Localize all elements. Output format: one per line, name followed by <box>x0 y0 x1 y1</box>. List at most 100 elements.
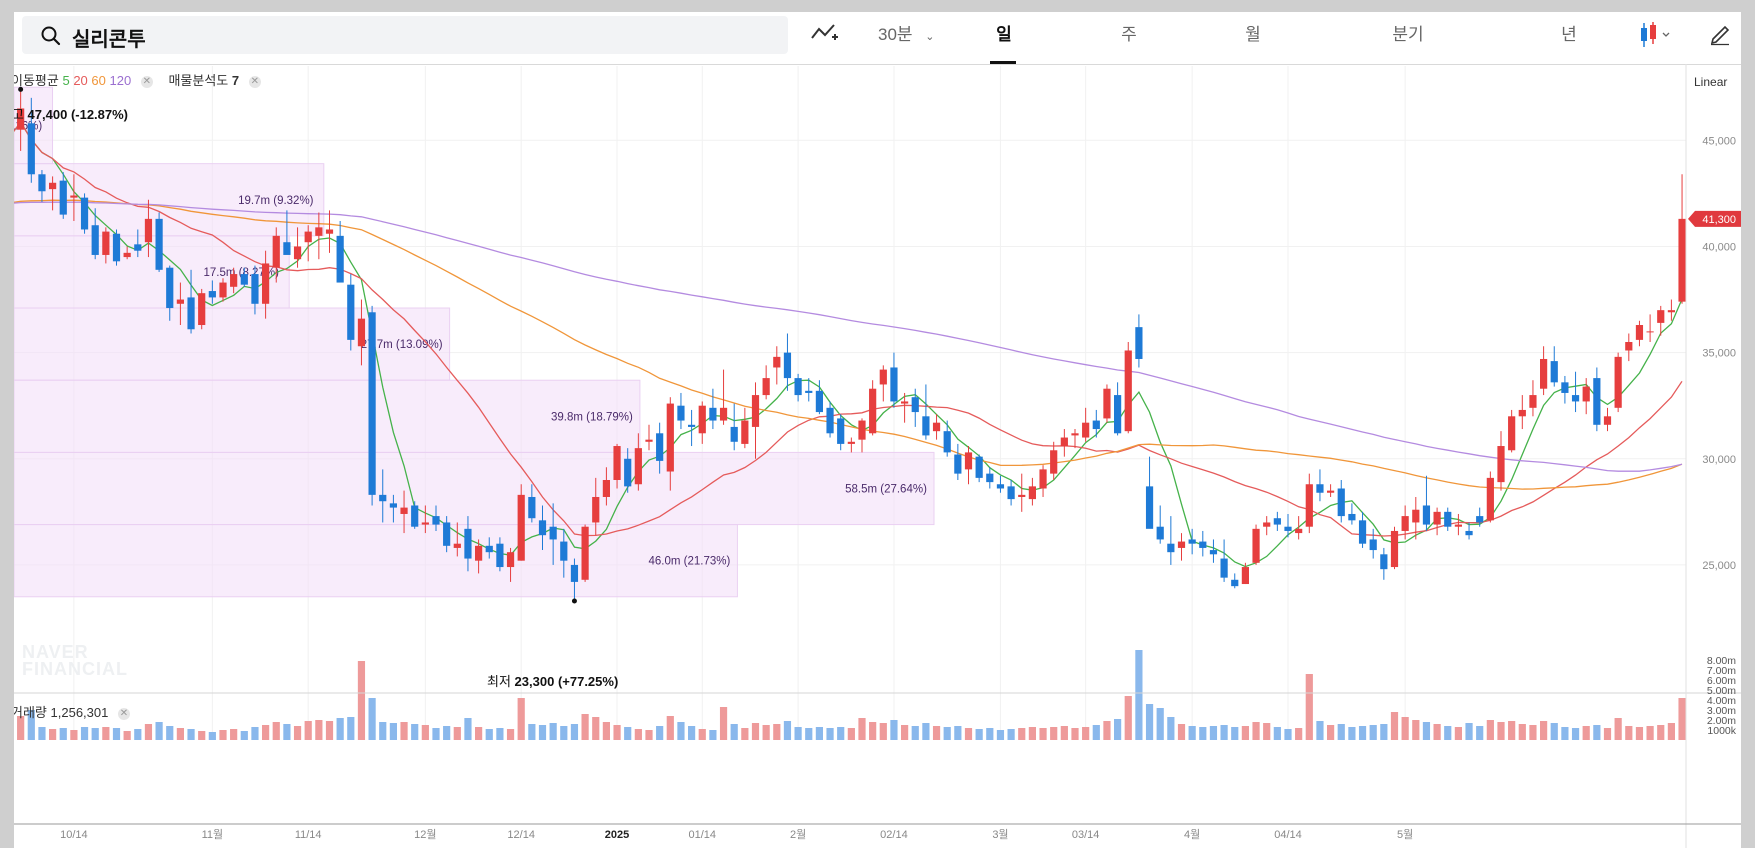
interval-selector[interactable]: 30분 ⌄ <box>878 20 935 45</box>
search-query[interactable]: 실리콘투 <box>72 29 146 51</box>
candle-body <box>996 484 1005 489</box>
add-indicator-icon[interactable] <box>810 20 840 51</box>
ma20-line <box>14 121 1683 537</box>
volume-tick-label: 3.00m <box>1707 705 1736 717</box>
volume-bar <box>485 729 493 740</box>
volume-bar <box>1295 728 1303 740</box>
candle-body <box>1678 218 1686 302</box>
close-icon[interactable]: ✕ <box>117 708 130 720</box>
high-marker-dot <box>18 86 24 92</box>
volume-bar <box>1508 721 1516 740</box>
volume-bar <box>475 727 483 740</box>
volume-bar <box>1593 725 1601 740</box>
candle-body <box>144 218 153 243</box>
candle-body <box>570 564 579 582</box>
chart-canvas[interactable]: 2.45m (1.16%)19.7m (9.32%)17.5m (8.27%)2… <box>14 12 1741 848</box>
current-price-label: 41,300 <box>1702 214 1736 226</box>
volume-bar <box>751 723 760 740</box>
toolbar: 실리콘투 30분 ⌄ 일 주 월 분기 년 <box>14 12 1741 65</box>
volume-bar <box>964 728 973 740</box>
volume-bar <box>954 726 962 740</box>
volume-bar <box>624 727 632 740</box>
candles <box>17 89 1686 602</box>
candle-body <box>102 231 110 255</box>
volume-bar <box>91 728 99 740</box>
tab-year[interactable]: 년 <box>1561 25 1577 44</box>
volume-bar <box>1678 698 1686 740</box>
candle-body <box>123 252 131 258</box>
volume-legend-value: 1,256,301 <box>50 705 109 720</box>
candle-body <box>1007 486 1015 500</box>
volume-bar <box>602 722 610 740</box>
volume-tick-label: 5.00m <box>1707 685 1736 697</box>
candle-body <box>794 378 802 396</box>
candle-body <box>389 503 397 508</box>
candle-body <box>1422 505 1431 525</box>
candle-body <box>357 318 366 347</box>
candle-body <box>847 441 855 444</box>
volume-bar <box>549 723 557 740</box>
candle-body <box>538 520 547 536</box>
volume-bar <box>208 732 216 740</box>
volume-bar <box>1433 724 1441 740</box>
low-marker-label: 최저 23,300 (+77.25%) <box>487 671 618 690</box>
candle-body <box>1582 386 1590 402</box>
volume-bar <box>144 724 153 740</box>
search-bar[interactable]: 실리콘투 <box>22 16 788 54</box>
volume-bar <box>1305 674 1313 740</box>
x-tick-label: 12월 <box>414 828 436 841</box>
tab-week[interactable]: 주 <box>1121 25 1137 44</box>
volume-bar <box>1241 726 1249 740</box>
volume-bar <box>1284 729 1292 740</box>
pencil-icon[interactable] <box>1708 20 1732 51</box>
ma120-label: 120 <box>109 73 132 88</box>
volume-bar <box>528 724 536 740</box>
volume-bar <box>837 727 845 740</box>
tab-day[interactable]: 일 <box>996 25 1012 44</box>
moving-average-lines <box>14 121 1683 568</box>
candle-body <box>315 227 323 236</box>
candle-body <box>219 282 227 298</box>
volume-tick-label: 8.00m <box>1707 655 1736 667</box>
volume-bar <box>634 729 642 740</box>
candle-body <box>1401 516 1409 531</box>
tab-quarter[interactable]: 분기 <box>1392 25 1424 44</box>
candle-body <box>1412 509 1420 523</box>
volume-bar <box>741 728 749 740</box>
volume-bar <box>262 725 270 740</box>
candle-body <box>879 369 887 385</box>
volume-tick-label: 1000k <box>1707 725 1736 737</box>
candle-body <box>134 244 142 251</box>
candlestick-icon[interactable] <box>1639 20 1679 55</box>
volume-bar <box>315 720 323 740</box>
tab-month[interactable]: 월 <box>1245 25 1261 44</box>
volume-bar <box>677 722 685 740</box>
volume-profile-bar <box>14 379 641 453</box>
volume-bar <box>1571 728 1580 740</box>
candle-body <box>1390 530 1399 568</box>
volume-bar <box>1358 726 1367 740</box>
volume-bar <box>443 726 451 740</box>
candle-body <box>1167 543 1175 553</box>
volume-bar <box>1092 725 1100 740</box>
candle-body <box>70 195 78 198</box>
candle-body <box>602 480 610 497</box>
candle-body <box>1124 350 1132 432</box>
volume-bar <box>112 728 121 740</box>
ma60-line <box>14 199 1683 490</box>
candle-body <box>38 174 46 192</box>
volume-bar <box>230 729 238 740</box>
close-icon[interactable]: ✕ <box>140 76 153 88</box>
volume-bar <box>1071 728 1079 740</box>
scale-mode[interactable]: Linear <box>1694 75 1728 89</box>
x-tick-label: 11월 <box>202 828 224 841</box>
volume-bar <box>219 730 227 740</box>
volume-bar <box>879 723 887 740</box>
candle-body <box>1209 550 1218 555</box>
candle-body <box>1135 327 1143 359</box>
candle-body <box>1103 388 1111 419</box>
candle-body <box>975 456 983 478</box>
close-icon[interactable]: ✕ <box>248 76 261 88</box>
candle-body <box>1603 416 1612 425</box>
candle-body <box>560 541 568 561</box>
